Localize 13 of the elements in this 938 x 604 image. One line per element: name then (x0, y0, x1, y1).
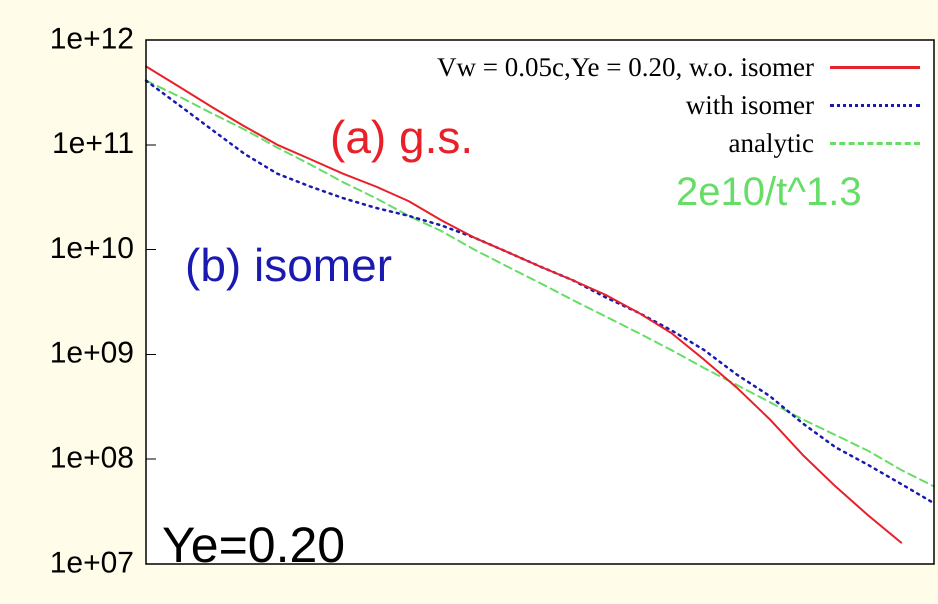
annotation: 2e10/t^1.3 (676, 170, 862, 215)
annotation: Ye=0.20 (162, 516, 346, 574)
y-tick-label: 1e+12 (50, 22, 134, 56)
legend-label: Vw = 0.05c,Ye = 0.20, w.o. isomer (437, 52, 814, 82)
annotation: (a) g.s. (330, 110, 474, 164)
y-tick-label: 1e+11 (52, 127, 134, 160)
y-tick-label: 1e+10 (50, 232, 134, 265)
y-tick-label: 1e+09 (50, 336, 134, 370)
legend-label: analytic (728, 128, 814, 158)
legend-label: with isomer (686, 90, 814, 120)
annotation: (b) isomer (185, 238, 392, 292)
y-tick-label: 1e+07 (50, 546, 134, 580)
y-tick-label: 1e+08 (50, 441, 134, 474)
